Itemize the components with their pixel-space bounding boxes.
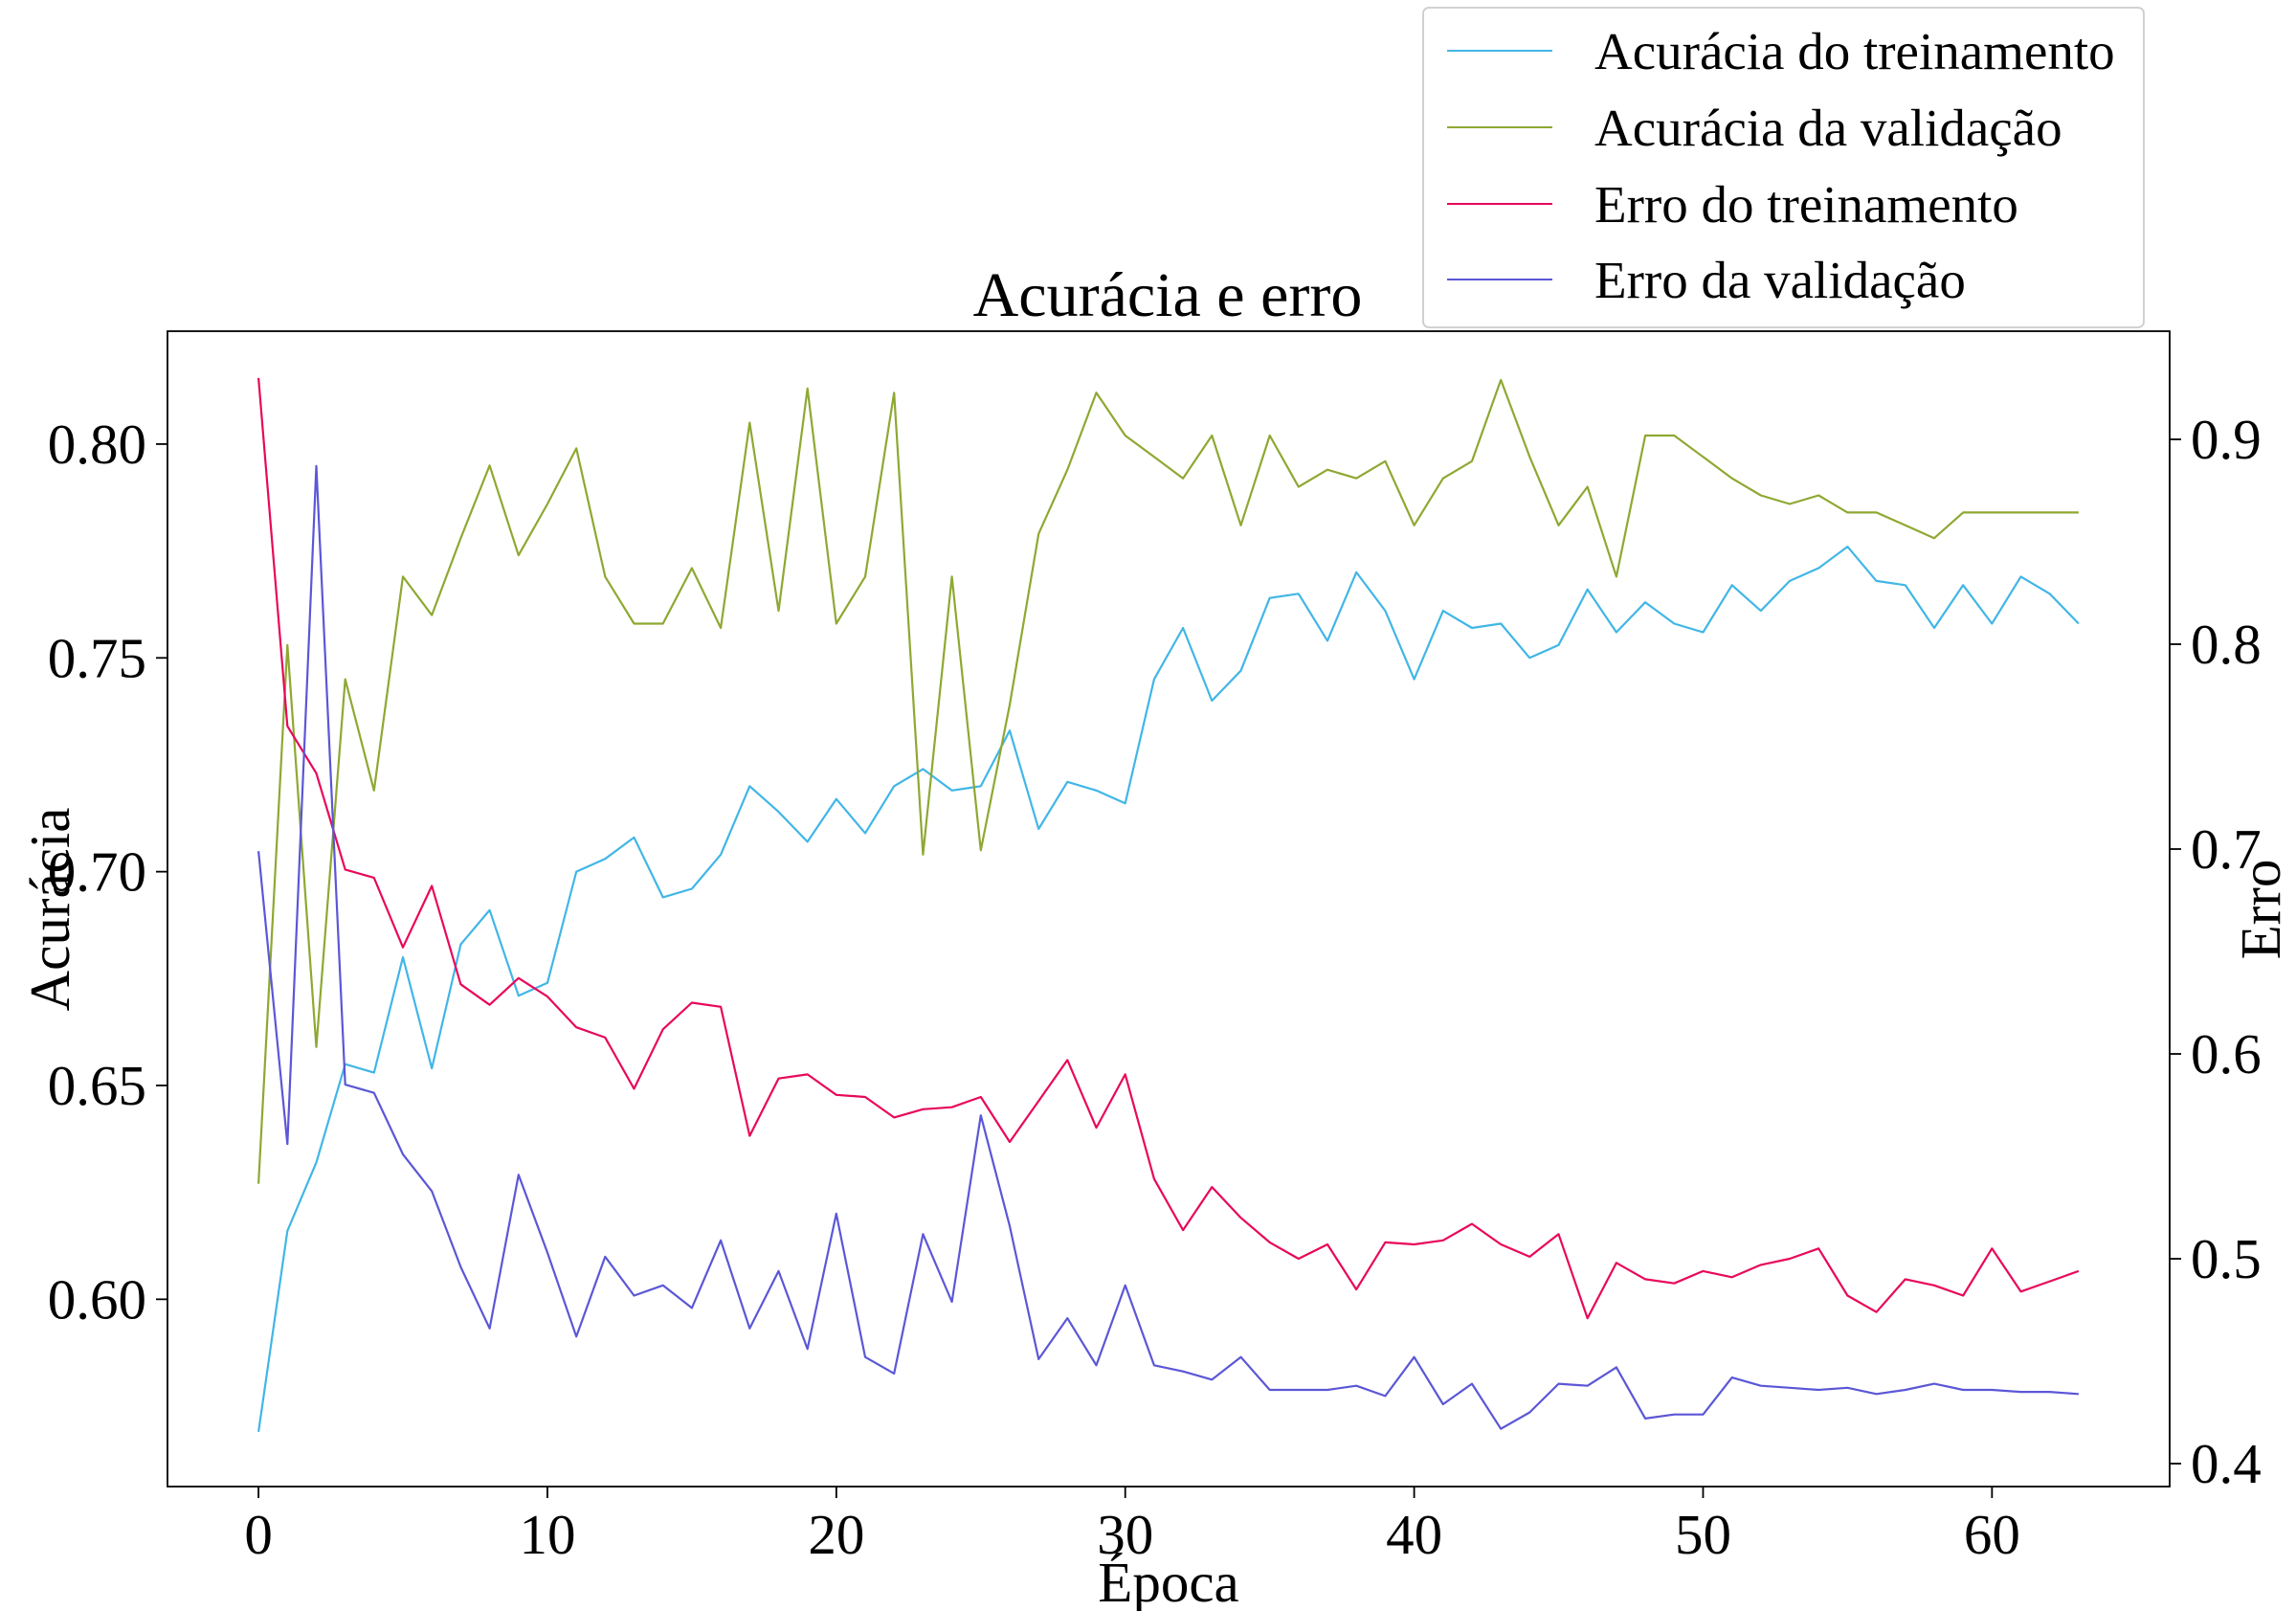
legend-frame (1422, 7, 2145, 328)
legend-label-val-loss: Erro da validação (1594, 251, 1966, 309)
x-axis: 0 10 20 30 40 50 60 (244, 1487, 2020, 1566)
x-tick-label: 60 (1964, 1503, 2020, 1566)
y-left-tick-label: 0.65 (48, 1054, 146, 1117)
legend: Acurácia do treinamento Acurácia da vali… (1422, 7, 2145, 328)
series-line-train-loss (257, 377, 2080, 1320)
y-left-tick-label: 0.70 (48, 840, 146, 904)
y-right-tick-label: 0.8 (2191, 613, 2262, 676)
y-axis-left-label: Acurácia (18, 808, 81, 1012)
series-line-train-acc (257, 545, 2080, 1432)
y-right-tick-label: 0.9 (2191, 408, 2262, 471)
y-left-tick-label: 0.80 (48, 413, 146, 476)
x-tick-label: 20 (808, 1503, 864, 1566)
y-right-tick-label: 0.7 (2191, 817, 2262, 881)
x-tick-label: 0 (244, 1503, 273, 1566)
y-left-tick-label: 0.75 (48, 626, 146, 689)
chart-title: Acurácia e erro (973, 260, 1363, 330)
series-layer (257, 377, 2080, 1432)
y-left-tick-label: 0.60 (48, 1267, 146, 1331)
legend-label-val-acc: Acurácia da validação (1594, 99, 2062, 157)
x-tick-label: 30 (1097, 1503, 1153, 1566)
series-line-val-loss (257, 464, 2079, 1430)
y-right-tick-label: 0.5 (2191, 1227, 2262, 1290)
plot-frame (167, 330, 2171, 1488)
x-tick-label: 50 (1675, 1503, 1731, 1566)
legend-label-train-loss: Erro do treinamento (1594, 175, 2018, 234)
x-axis-label: Época (1098, 1551, 1238, 1611)
y-right-tick-label: 0.6 (2191, 1022, 2262, 1085)
y-right-tick-label: 0.4 (2191, 1432, 2262, 1495)
legend-label-train-acc: Acurácia do treinamento (1594, 22, 2115, 80)
y-axis-right-label: Erro (2229, 860, 2292, 960)
y-axis-right: 0.4 0.5 0.6 0.7 0.8 0.9 (2170, 408, 2262, 1495)
series-line-val-acc (257, 378, 2079, 1184)
x-tick-label: 10 (519, 1503, 575, 1566)
y-axis-left: 0.60 0.65 0.70 0.75 0.80 (48, 413, 167, 1331)
x-tick-label: 40 (1386, 1503, 1442, 1566)
